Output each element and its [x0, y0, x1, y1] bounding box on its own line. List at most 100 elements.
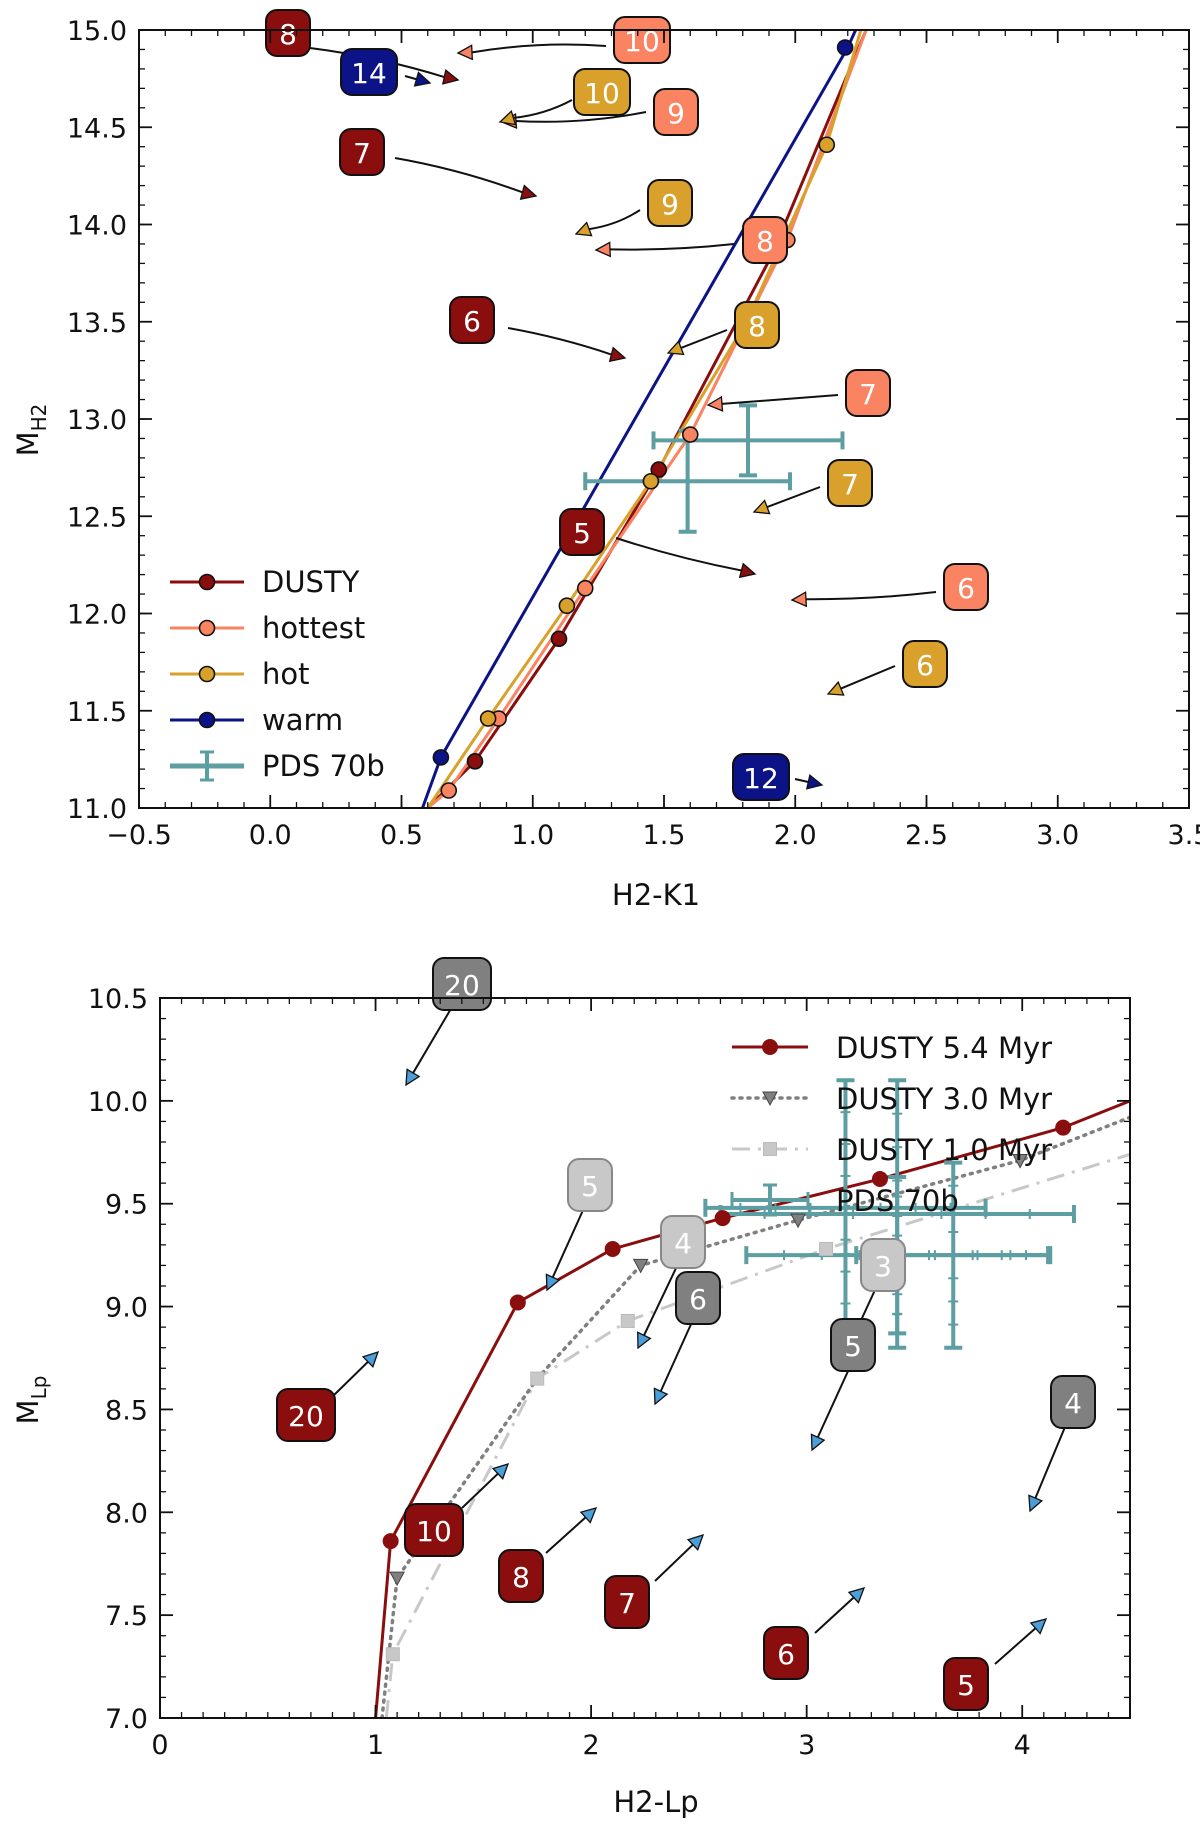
top-label-dusty-5: 5: [559, 508, 605, 556]
top-x-tick-label: 1.0: [511, 820, 554, 851]
bottom-label-d10-5-arrow-head: [545, 1273, 561, 1292]
top-y-axis-label-main: M: [11, 431, 45, 456]
top-y-tick-label: 12.0: [67, 600, 127, 631]
bottom-label-dusty-5-bg: [943, 1657, 989, 1711]
bottom-point-d10-5: [530, 1371, 545, 1386]
bottom-label-dusty-10-arrow-head: [491, 1462, 510, 1480]
bottom-point-d30-6: [632, 1258, 649, 1274]
top-legend-hottest: hottest: [170, 611, 365, 645]
bottom-label-dusty-6: 6: [763, 1626, 809, 1680]
top-label-dusty-6-arrow-shaft: [507, 327, 612, 356]
bottom-point-dusty-7: [714, 1210, 731, 1227]
top-legend-dusty: DUSTY: [170, 565, 360, 599]
pds-70b-errorbar: [703, 1078, 988, 1338]
top-label-dusty-7-arrow-head: [519, 184, 538, 200]
bottom-x-axis-label: H2-Lp: [613, 1785, 698, 1819]
bottom-point-d30-4: [1012, 1154, 1028, 1169]
top-label-dusty-6-text: 6: [463, 305, 481, 338]
bottom-y-axis-label-main: M: [11, 1399, 45, 1424]
top-label-warm-12-bg: [732, 753, 790, 801]
top-panel-h2-k1: 8 7 6 5 10 9 8 7 6 10 9 8 7 6 14 12 −0.5 0.0 0.5 1.0 1.5 2.0…: [11, 9, 1200, 912]
bottom-y-tick-label: 10.0: [88, 1087, 148, 1118]
bottom-label-d30-20-arrow-shaft: [412, 1006, 453, 1074]
bottom-label-d30-5-arrow-shaft: [816, 1368, 850, 1438]
bottom-label-dusty-6-bg: [763, 1626, 809, 1680]
bottom-legend-dusty: DUSTY 5.4 Myr: [732, 1031, 1052, 1065]
top-line-warm: [421, 30, 857, 808]
top-label-dusty-6: 6: [449, 296, 495, 344]
bottom-label-d10-4: 4: [660, 1215, 706, 1269]
top-label-hottest-9-bg: [653, 88, 699, 136]
bottom-label-d10-5-bg: [567, 1158, 613, 1212]
bottom-label-dusty-10-text: 10: [416, 1515, 452, 1548]
top-label-dusty-7-bg: [339, 128, 385, 176]
bottom-label-d30-6-arrow-head: [653, 1387, 669, 1406]
bottom-legend-d30: DUSTY 3.0 Myr: [730, 1082, 1052, 1116]
top-label-hottest-8-text: 8: [756, 225, 774, 258]
top-y-tick-label: 13.5: [67, 308, 127, 339]
top-label-hot-9-arrow-shaft: [588, 209, 641, 231]
bottom-label-d30-5-text: 5: [844, 1330, 862, 1363]
top-label-hot-6-arrow-shaft: [840, 665, 896, 690]
top-legend-hot-text: hot: [262, 657, 310, 691]
top-label-dusty-8: 8: [265, 9, 311, 57]
top-label-hot-10-arrow-shaft: [513, 99, 573, 119]
bottom-label-dusty-20-bg: [276, 1388, 336, 1442]
top-label-hot-6-arrow-head: [826, 680, 845, 696]
bottom-label-dusty-8-arrow-shaft: [545, 1516, 587, 1554]
top-label-warm-12-arrow-head: [805, 773, 824, 790]
pds-70b-errorbar: [583, 428, 792, 534]
top-label-dusty-7-arrow-shaft: [394, 157, 523, 194]
bottom-label-dusty-7-bg: [604, 1575, 650, 1629]
top-label-hottest-10-arrow-shaft: [471, 43, 607, 54]
top-line-hot: [426, 30, 863, 808]
top-label-hot-7: 7: [827, 459, 873, 507]
bottom-label-dusty-5: 5: [943, 1657, 989, 1711]
top-y-tick-label: 11.5: [67, 697, 127, 728]
top-label-warm-14-bg: [340, 48, 398, 96]
top-label-hot-8-arrow-head: [666, 340, 685, 356]
bottom-label-d30-4-bg: [1050, 1375, 1096, 1429]
bottom-point-dusty-5: [1055, 1119, 1072, 1136]
bottom-label-d30-5: 5: [830, 1318, 876, 1372]
top-label-hot-9-bg: [647, 179, 693, 227]
bottom-point-d10-0: [385, 1647, 400, 1662]
bottom-y-tick-label: 9.5: [105, 1190, 148, 1221]
top-x-tick-label: 1.5: [643, 820, 686, 851]
top-point-hot-6: [818, 136, 836, 154]
top-label-hot-7-bg: [827, 459, 873, 507]
top-label-hot-10-arrow-head: [498, 110, 517, 126]
top-legend-dusty-text: DUSTY: [262, 565, 360, 599]
top-legend-hottest-text: hottest: [262, 611, 365, 645]
bottom-y-tick-label: 10.5: [88, 984, 148, 1015]
bottom-point-dusty-20: [382, 1533, 399, 1550]
top-x-tick-label: 2.5: [905, 820, 948, 851]
top-point-dusty-8: [466, 753, 484, 770]
top-label-dusty-8-text: 8: [279, 18, 297, 51]
bottom-label-d10-5-text: 5: [581, 1170, 599, 1203]
top-point-warm-12: [836, 39, 854, 56]
bottom-x-tick-label: 4: [1014, 1730, 1031, 1761]
top-label-dusty-7-text: 7: [353, 137, 371, 170]
top-x-tick-label: 3.5: [1168, 820, 1200, 851]
bottom-point-d30-5: [790, 1213, 806, 1229]
bottom-label-d30-20-text: 20: [444, 969, 480, 1002]
top-line-dusty: [426, 30, 868, 808]
bottom-label-dusty-5-text: 5: [957, 1669, 975, 1702]
top-legend-warm-marker: [198, 711, 216, 729]
top-label-hot-9-arrow-head: [574, 221, 593, 237]
bottom-y-tick-label: 9.0: [105, 1293, 148, 1324]
bottom-label-dusty-20: 20: [276, 1388, 336, 1442]
bottom-label-d10-3-text: 3: [874, 1250, 892, 1283]
bottom-x-tick-label: 3: [798, 1730, 815, 1761]
top-label-hot-6: 6: [902, 640, 948, 688]
bottom-label-d30-5-bg: [830, 1318, 876, 1372]
bottom-line-dusty: [374, 1099, 1130, 1718]
bottom-plot-frame: [159, 997, 1131, 1719]
top-point-hottest-10: [440, 782, 458, 799]
bottom-label-dusty-5-arrow-shaft: [994, 1627, 1037, 1665]
top-label-warm-14-arrow-head: [413, 71, 432, 87]
top-line-hottest: [426, 30, 868, 808]
bottom-label-d10-3: 3: [860, 1238, 906, 1292]
bottom-legend-dusty-marker: [762, 1039, 778, 1055]
